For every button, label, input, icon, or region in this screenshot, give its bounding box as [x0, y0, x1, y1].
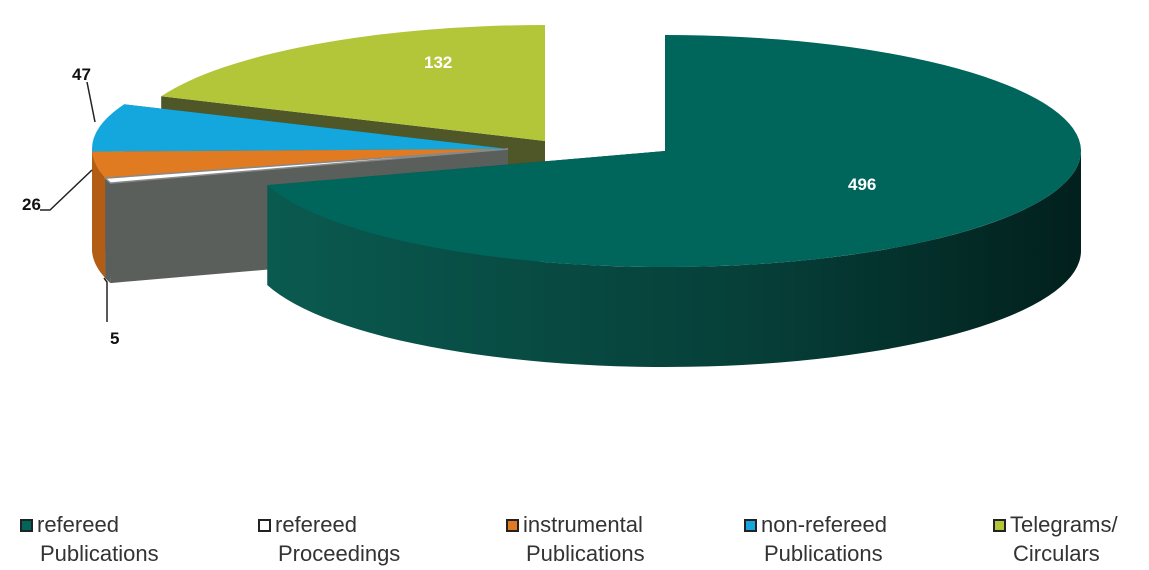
legend-label-line1: instrumental: [523, 512, 643, 537]
legend-label-line2: Publications: [526, 541, 645, 566]
legend-swatch: [20, 519, 33, 532]
pie-slice-top: [267, 35, 1081, 267]
legend-swatch: [506, 519, 519, 532]
legend-label-line1: refereed: [275, 512, 357, 537]
data-label-telegrams-circulars: 132: [424, 53, 452, 72]
legend-label-line2: Circulars: [1013, 541, 1100, 566]
chart-legend: refereed Publications refereed Proceedin…: [0, 510, 1149, 570]
legend-label-line1: non-refereed: [761, 512, 887, 537]
pie-slice-refereed-publications: [267, 35, 1081, 367]
legend-swatch: [258, 519, 271, 532]
legend-swatch: [993, 519, 1006, 532]
data-label-non-refereed-publications: 47: [72, 65, 91, 84]
data-label-refereed-proceedings: 5: [110, 329, 119, 348]
pie-slice-side: [92, 151, 106, 279]
pie-slice-top: [161, 25, 545, 141]
leader-line-non-refereed-publications: [86, 81, 96, 123]
leader-line-instrumental-publications: [40, 169, 93, 211]
pie-slice-side: [267, 151, 1081, 367]
data-label-refereed-publications: 496: [848, 175, 876, 194]
legend-label-line2: Publications: [764, 541, 883, 566]
leader-line-refereed-proceedings: [103, 277, 108, 322]
legend-label-line2: Publications: [40, 541, 159, 566]
legend-label-line2: Proceedings: [278, 541, 401, 566]
data-label-instrumental-publications: 26: [22, 195, 41, 214]
legend-label-line1: refereed: [37, 512, 119, 537]
pie-slice-side: [105, 178, 111, 284]
legend-label-line1: Telegrams/: [1010, 512, 1118, 537]
pie-slice-top: [92, 104, 508, 152]
pie-chart: 496 5 26 47 132: [22, 25, 1081, 367]
legend-swatch: [744, 519, 757, 532]
pie-slice-top: [103, 148, 509, 184]
